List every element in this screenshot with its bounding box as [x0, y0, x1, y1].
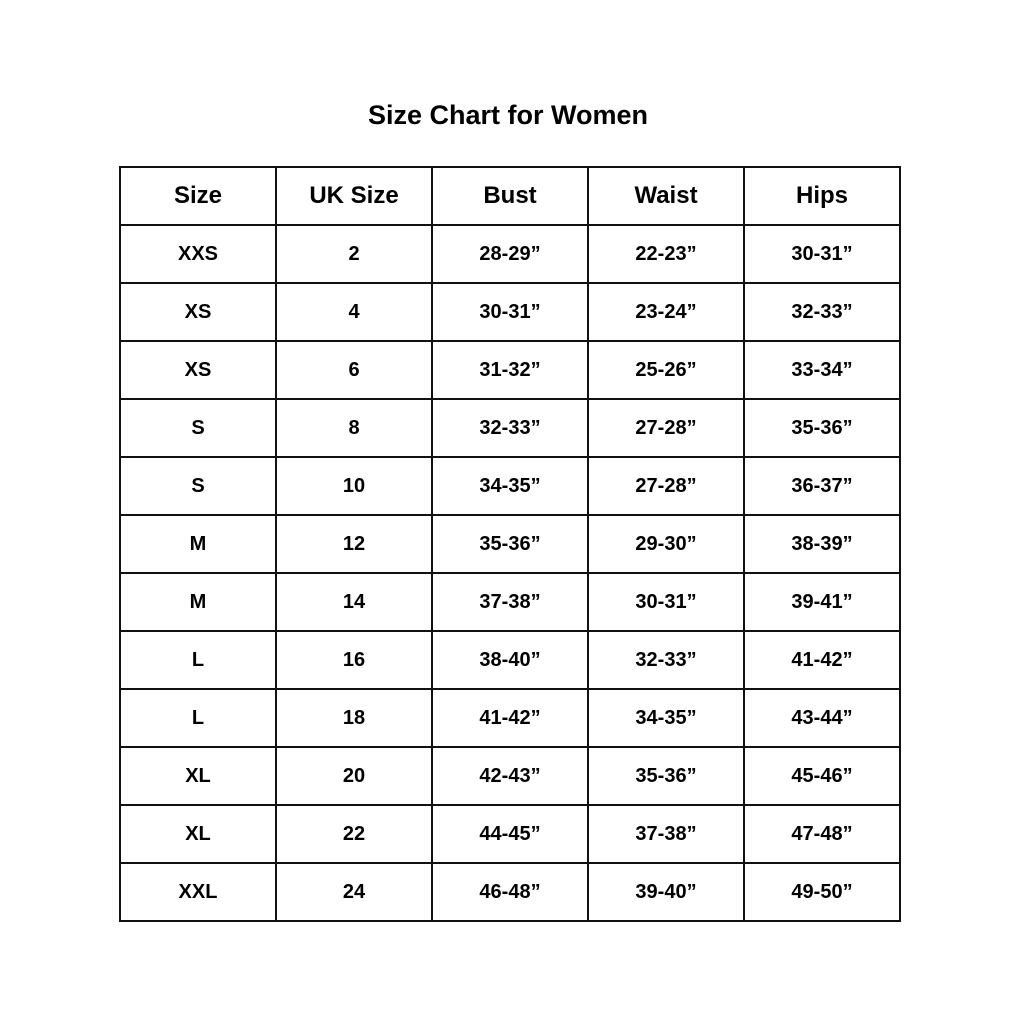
table-cell: 4	[275, 282, 433, 342]
table-header-row: Size UK Size Bust Waist Hips	[119, 166, 901, 226]
table-body: XXS 2 28-29” 22-23” 30-31” XS 4 30-31” 23-24” 32-…	[119, 224, 901, 922]
table-cell: 45-46”	[743, 746, 901, 806]
table-cell: 12	[275, 514, 433, 574]
table-cell: 6	[275, 340, 433, 400]
table-cell: 37-38”	[587, 804, 745, 864]
table-cell: 35-36”	[431, 514, 589, 574]
table-cell: 46-48”	[431, 862, 589, 922]
table-cell: 31-32”	[431, 340, 589, 400]
table-cell: XS	[119, 282, 277, 342]
table-cell: XL	[119, 804, 277, 864]
table-row: L 16 38-40” 32-33” 41-42”	[119, 630, 901, 690]
table-cell: 28-29”	[431, 224, 589, 284]
table-row: S 10 34-35” 27-28” 36-37”	[119, 456, 901, 516]
column-header: UK Size	[275, 166, 433, 226]
table-cell: 49-50”	[743, 862, 901, 922]
table-cell: 30-31”	[587, 572, 745, 632]
table-cell: S	[119, 456, 277, 516]
table-cell: 34-35”	[587, 688, 745, 748]
table-cell: XL	[119, 746, 277, 806]
table-cell: 14	[275, 572, 433, 632]
table-cell: XS	[119, 340, 277, 400]
page-title: Size Chart for Women	[367, 100, 649, 130]
table-cell: 18	[275, 688, 433, 748]
table-cell: 30-31”	[431, 282, 589, 342]
table-cell: 44-45”	[431, 804, 589, 864]
table-cell: L	[119, 630, 277, 690]
table-cell: XXL	[119, 862, 277, 922]
table-cell: 24	[275, 862, 433, 922]
table-cell: 35-36”	[587, 746, 745, 806]
table-cell: 8	[275, 398, 433, 458]
column-header: Size	[119, 166, 277, 226]
table-cell: 27-28”	[587, 456, 745, 516]
table-cell: 30-31”	[743, 224, 901, 284]
table-cell: 32-33”	[743, 282, 901, 342]
table-cell: 43-44”	[743, 688, 901, 748]
table-cell: 29-30”	[587, 514, 745, 574]
table-cell: 38-39”	[743, 514, 901, 574]
table-cell: 39-41”	[743, 572, 901, 632]
size-chart-table: Size UK Size Bust Waist Hips XXS 2 28-29” 22-23…	[119, 166, 901, 922]
table-cell: 33-34”	[743, 340, 901, 400]
column-header: Hips	[743, 166, 901, 226]
table-row: XL 22 44-45” 37-38” 47-48”	[119, 804, 901, 864]
table-cell: 2	[275, 224, 433, 284]
table-cell: XXS	[119, 224, 277, 284]
table-cell: 39-40”	[587, 862, 745, 922]
table-cell: 22-23”	[587, 224, 745, 284]
table-cell: 22	[275, 804, 433, 864]
table-row: XXS 2 28-29” 22-23” 30-31”	[119, 224, 901, 284]
table-cell: S	[119, 398, 277, 458]
table-row: M 14 37-38” 30-31” 39-41”	[119, 572, 901, 632]
column-header: Waist	[587, 166, 745, 226]
table-cell: 23-24”	[587, 282, 745, 342]
table-cell: 42-43”	[431, 746, 589, 806]
table-cell: 41-42”	[743, 630, 901, 690]
table-cell: 36-37”	[743, 456, 901, 516]
table-cell: 37-38”	[431, 572, 589, 632]
table-cell: 16	[275, 630, 433, 690]
table-row: XS 4 30-31” 23-24” 32-33”	[119, 282, 901, 342]
table-row: XXL 24 46-48” 39-40” 49-50”	[119, 862, 901, 922]
table-row: S 8 32-33” 27-28” 35-36”	[119, 398, 901, 458]
table-row: XS 6 31-32” 25-26” 33-34”	[119, 340, 901, 400]
table-cell: 41-42”	[431, 688, 589, 748]
table-cell: M	[119, 514, 277, 574]
table-cell: L	[119, 688, 277, 748]
table-cell: 10	[275, 456, 433, 516]
table-row: XL 20 42-43” 35-36” 45-46”	[119, 746, 901, 806]
table-cell: 35-36”	[743, 398, 901, 458]
table-cell: 25-26”	[587, 340, 745, 400]
table-cell: M	[119, 572, 277, 632]
table-row: M 12 35-36” 29-30” 38-39”	[119, 514, 901, 574]
table-cell: 20	[275, 746, 433, 806]
table-cell: 38-40”	[431, 630, 589, 690]
table-cell: 34-35”	[431, 456, 589, 516]
table-cell: 32-33”	[431, 398, 589, 458]
table-cell: 27-28”	[587, 398, 745, 458]
table-cell: 47-48”	[743, 804, 901, 864]
table-cell: 32-33”	[587, 630, 745, 690]
table-row: L 18 41-42” 34-35” 43-44”	[119, 688, 901, 748]
column-header: Bust	[431, 166, 589, 226]
